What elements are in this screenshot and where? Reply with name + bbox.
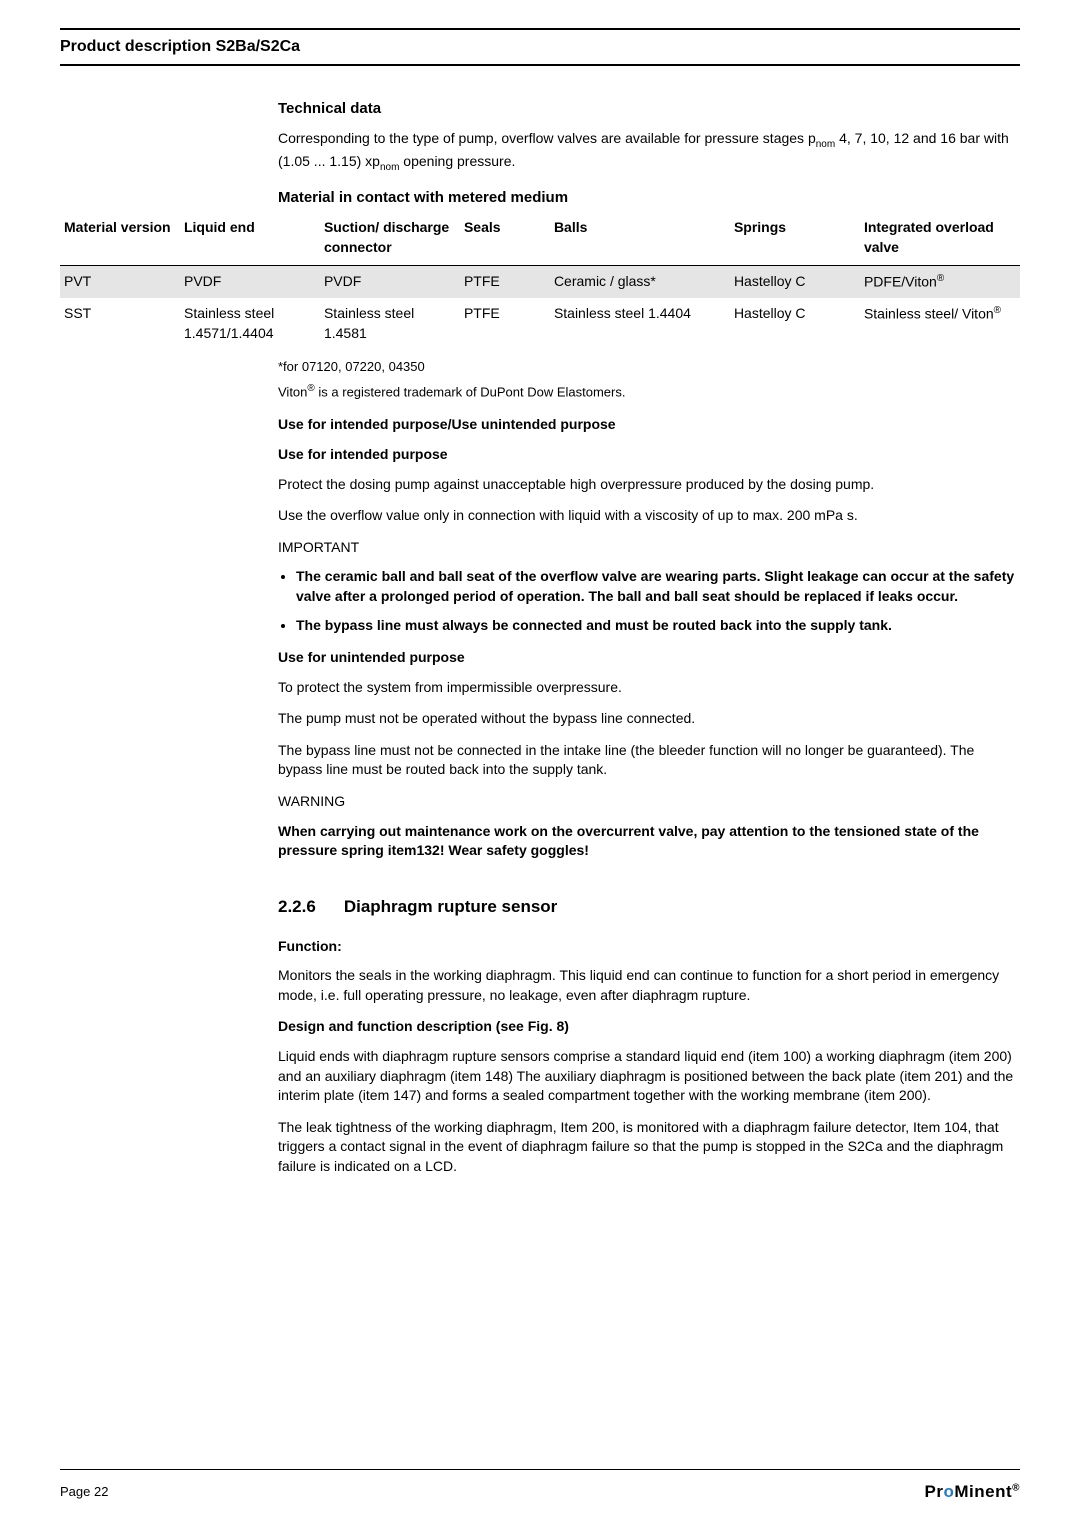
col-balls: Balls bbox=[550, 214, 730, 266]
function-paragraph: Monitors the seals in the working diaphr… bbox=[278, 966, 1020, 1005]
important-bullet: The ceramic ball and ball seat of the ov… bbox=[296, 567, 1020, 606]
col-material-version: Material version bbox=[60, 214, 180, 266]
page-footer: Page 22 ProMinent® bbox=[60, 1469, 1020, 1504]
material-table: Material version Liquid end Suction/ dis… bbox=[60, 214, 1020, 350]
page-header-title: Product description S2Ba/S2Ca bbox=[60, 36, 1020, 58]
cell: PTFE bbox=[460, 298, 550, 349]
section-title: Diaphragm rupture sensor bbox=[344, 897, 558, 916]
unintended-p2: The pump must not be operated without th… bbox=[278, 709, 1020, 729]
header-rule bbox=[60, 64, 1020, 66]
design-p1: Liquid ends with diaphragm rupture senso… bbox=[278, 1047, 1020, 1106]
cell: Stainless steel 1.4404 bbox=[550, 298, 730, 349]
cell: PVDF bbox=[180, 266, 320, 299]
cell: Stainless steel/ Viton® bbox=[860, 298, 1020, 349]
table-caption: Material in contact with metered medium bbox=[278, 187, 1020, 208]
function-heading: Function: bbox=[278, 937, 1020, 957]
cell: PVT bbox=[60, 266, 180, 299]
use-unintended-heading: Use for unintended purpose bbox=[278, 648, 1020, 668]
unintended-p3: The bypass line must not be connected in… bbox=[278, 741, 1020, 780]
cell: Ceramic / glass* bbox=[550, 266, 730, 299]
use-main-heading: Use for intended purpose/Use unintended … bbox=[278, 415, 1020, 435]
col-overload-valve: Integrated overload valve bbox=[860, 214, 1020, 266]
cell: PVDF bbox=[320, 266, 460, 299]
cell: Hastelloy C bbox=[730, 266, 860, 299]
table-header-row: Material version Liquid end Suction/ dis… bbox=[60, 214, 1020, 266]
intended-p2: Use the overflow value only in connectio… bbox=[278, 506, 1020, 526]
cell: PDFE/Viton® bbox=[860, 266, 1020, 299]
col-seals: Seals bbox=[460, 214, 550, 266]
cell: Stainless steel 1.4571/1.4404 bbox=[180, 298, 320, 349]
cell: Stainless steel 1.4581 bbox=[320, 298, 460, 349]
cell: SST bbox=[60, 298, 180, 349]
cell: PTFE bbox=[460, 266, 550, 299]
brand-logo: ProMinent® bbox=[924, 1480, 1020, 1504]
intended-p1: Protect the dosing pump against unaccept… bbox=[278, 475, 1020, 495]
section-number: 2.2.6 bbox=[278, 895, 316, 919]
cell: Hastelloy C bbox=[730, 298, 860, 349]
warning-text: When carrying out maintenance work on th… bbox=[278, 822, 1020, 861]
important-label: IMPORTANT bbox=[278, 538, 1020, 558]
table-row: SST Stainless steel 1.4571/1.4404 Stainl… bbox=[60, 298, 1020, 349]
design-heading: Design and function description (see Fig… bbox=[278, 1017, 1020, 1037]
page-number: Page 22 bbox=[60, 1483, 108, 1501]
top-rule bbox=[60, 28, 1020, 30]
important-list: The ceramic ball and ball seat of the ov… bbox=[296, 567, 1020, 636]
table-row: PVT PVDF PVDF PTFE Ceramic / glass* Hast… bbox=[60, 266, 1020, 299]
use-intended-heading: Use for intended purpose bbox=[278, 445, 1020, 465]
design-p2: The leak tightness of the working diaphr… bbox=[278, 1118, 1020, 1177]
footer-rule bbox=[60, 1469, 1020, 1470]
table-footnote-1: *for 07120, 07220, 04350 bbox=[278, 358, 1020, 376]
col-liquid-end: Liquid end bbox=[180, 214, 320, 266]
section-heading: 2.2.6 Diaphragm rupture sensor bbox=[278, 895, 1020, 919]
col-springs: Springs bbox=[730, 214, 860, 266]
technical-paragraph: Corresponding to the type of pump, overf… bbox=[278, 129, 1020, 175]
unintended-p1: To protect the system from impermissible… bbox=[278, 678, 1020, 698]
col-suction-discharge: Suction/ discharge connector bbox=[320, 214, 460, 266]
technical-data-heading: Technical data bbox=[278, 98, 1020, 119]
warning-label: WARNING bbox=[278, 792, 1020, 812]
table-footnote-2: Viton® is a registered trademark of DuPo… bbox=[278, 382, 1020, 402]
important-bullet: The bypass line must always be connected… bbox=[296, 616, 1020, 636]
